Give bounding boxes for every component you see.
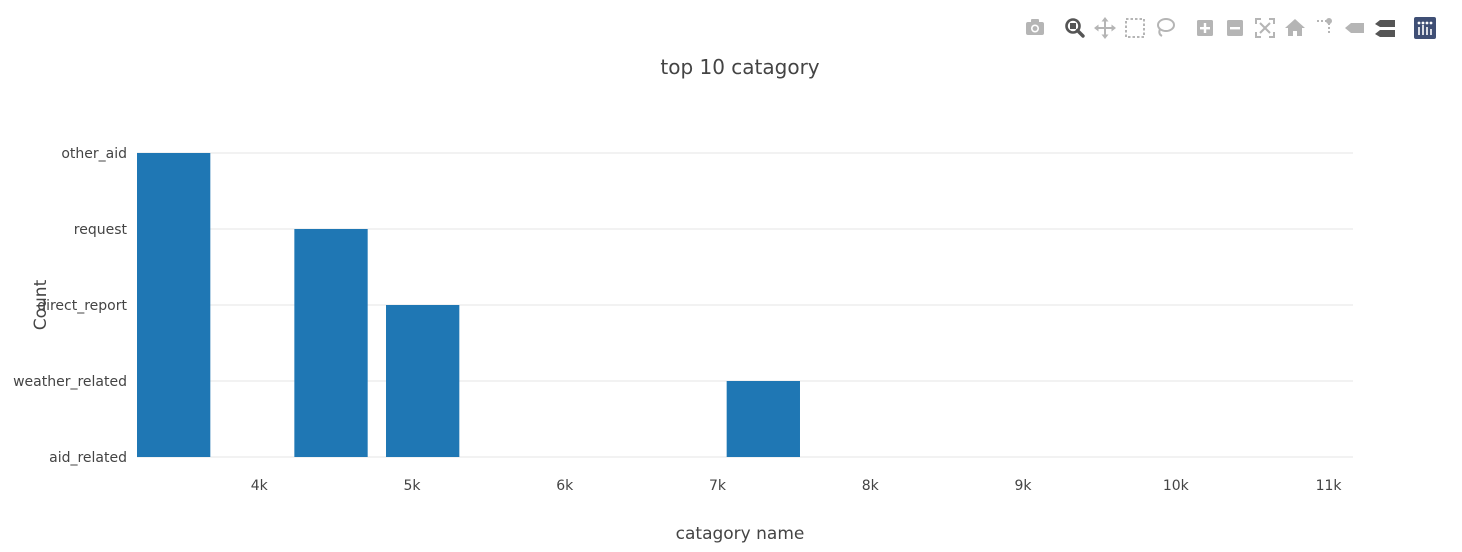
- x-tick-labels: 4k 5k 6k 7k 8k 9k 10k 11k: [251, 478, 1343, 494]
- bar-weather_related[interactable]: [726, 381, 800, 457]
- zoom-icon: [1065, 18, 1085, 38]
- box-select-icon: [1125, 18, 1145, 38]
- x-tick-label: 4k: [251, 478, 269, 494]
- bar-direct_report[interactable]: [386, 305, 460, 457]
- x-axis-title: catagory name: [676, 524, 805, 544]
- pan-icon: [1094, 17, 1116, 39]
- lasso-select-button[interactable]: [1152, 15, 1178, 41]
- x-tick-label: 9k: [1015, 478, 1033, 494]
- reset-axes-button[interactable]: [1282, 15, 1308, 41]
- autoscale-icon: [1255, 18, 1275, 38]
- reset-axes-icon: [1285, 19, 1305, 36]
- chart-title: top 10 catagory: [660, 55, 819, 79]
- spike-lines-button[interactable]: [1312, 15, 1338, 41]
- autoscale-button[interactable]: [1252, 15, 1278, 41]
- hover-compare-button[interactable]: [1372, 15, 1398, 41]
- plotly-logo-button[interactable]: [1412, 15, 1438, 41]
- spike-lines-icon: [1317, 18, 1332, 35]
- x-tick-label: 10k: [1163, 478, 1190, 494]
- pan-button[interactable]: [1092, 15, 1118, 41]
- zoom-button[interactable]: [1062, 15, 1088, 41]
- hover-compare-icon: [1375, 20, 1395, 37]
- bar-layer: [137, 153, 800, 457]
- zoom-in-button[interactable]: [1192, 15, 1218, 41]
- x-tick-label: 8k: [862, 478, 880, 494]
- hover-closest-button[interactable]: [1342, 15, 1368, 41]
- x-tick-label: 5k: [403, 478, 421, 494]
- x-tick-label: 7k: [709, 478, 727, 494]
- x-tick-label: 11k: [1316, 478, 1343, 494]
- hover-closest-icon: [1345, 23, 1364, 33]
- y-axis-title: Count: [31, 279, 51, 330]
- modebar: [1022, 15, 1452, 41]
- y-tick-label: other_aid: [61, 146, 127, 162]
- y-tick-labels: aid_related weather_related direct_report r…: [13, 146, 127, 466]
- plotly-logo-icon: [1414, 17, 1436, 39]
- camera-icon: [1026, 19, 1044, 35]
- bar-other_aid[interactable]: [137, 153, 211, 457]
- y-tick-label: weather_related: [13, 374, 127, 390]
- y-tick-label: request: [74, 222, 128, 238]
- zoom-out-button[interactable]: [1222, 15, 1248, 41]
- camera-button[interactable]: [1022, 15, 1048, 41]
- bar-request[interactable]: [294, 229, 368, 457]
- x-tick-label: 6k: [556, 478, 574, 494]
- zoom-in-icon: [1197, 20, 1213, 36]
- y-tick-label: aid_related: [49, 450, 127, 466]
- lasso-select-icon: [1157, 18, 1175, 37]
- y-tick-label: direct_report: [37, 298, 127, 314]
- box-select-button[interactable]: [1122, 15, 1148, 41]
- zoom-out-icon: [1227, 20, 1243, 36]
